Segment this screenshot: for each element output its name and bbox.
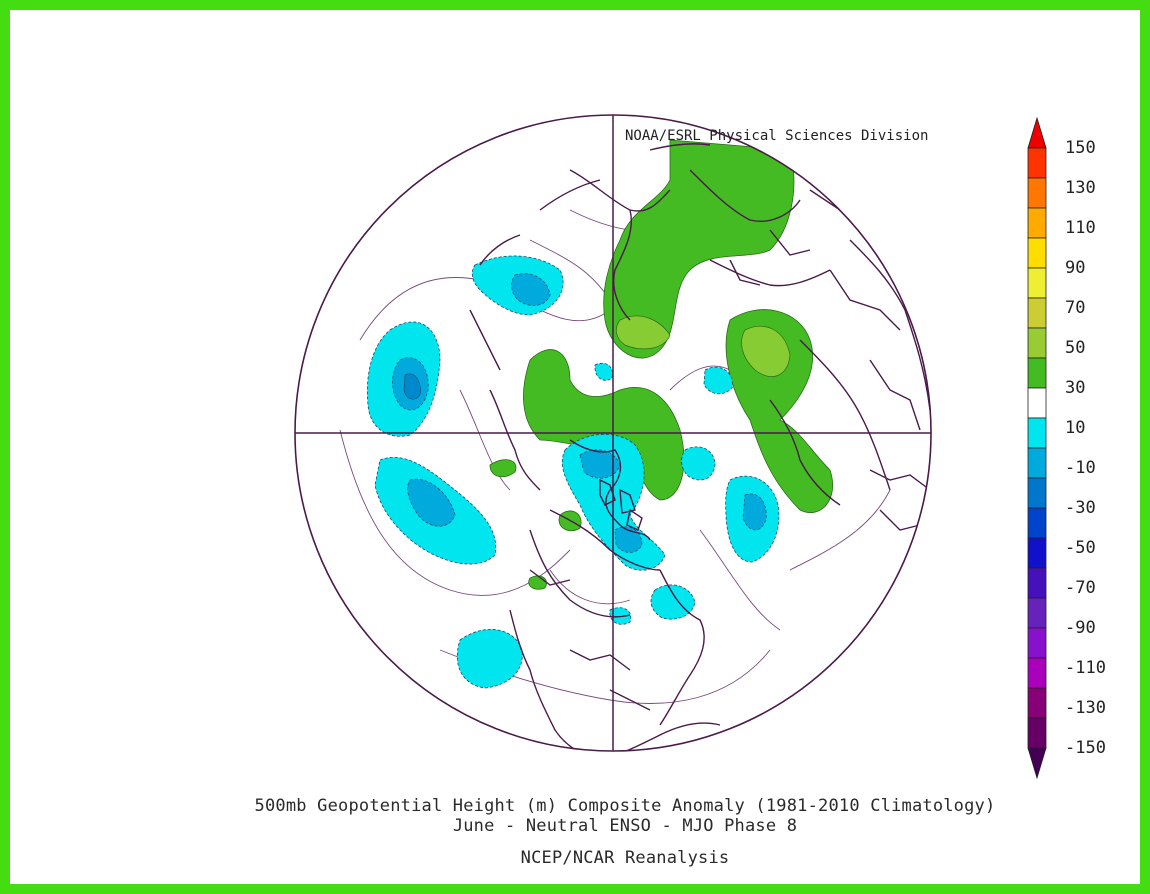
colorbar-segment xyxy=(1027,207,1047,239)
colorbar-tick-label: -90 xyxy=(1065,618,1096,638)
colorbar-segment xyxy=(1027,357,1047,389)
negative-anomaly-core xyxy=(403,373,421,400)
colorbar-tick-label: 90 xyxy=(1065,258,1086,278)
colorbar-segment xyxy=(1027,297,1047,329)
colorbar-tick-label: -130 xyxy=(1065,698,1106,718)
colorbar-segment xyxy=(1027,447,1047,479)
colorbar-segment xyxy=(1027,537,1047,569)
colorbar-tick-label: -30 xyxy=(1065,498,1096,518)
anomaly-arctic-center xyxy=(523,349,685,501)
colorbar-tick-label: -50 xyxy=(1065,538,1096,558)
colorbar-tick-label: -10 xyxy=(1065,458,1096,478)
caption-subtitle: June - Neutral ENSO - MJO Phase 8 xyxy=(452,816,798,836)
colorbar-segment xyxy=(1027,237,1047,269)
anomaly-small-6 xyxy=(594,362,613,381)
hemisphere-outline xyxy=(294,114,932,752)
colorbar-arrow-top xyxy=(1027,116,1047,149)
anomaly-small-1 xyxy=(489,459,517,478)
positive-anomaly-regions xyxy=(489,139,834,590)
anomaly-small-east xyxy=(681,446,716,481)
colorbar-segment xyxy=(1027,507,1047,539)
colorbar-segment xyxy=(1027,147,1047,179)
anomaly-small-3 xyxy=(528,575,547,590)
colorbar-segment xyxy=(1027,267,1047,299)
anomaly-atlantic xyxy=(650,584,696,620)
caption-source: NCEP/NCAR Reanalysis xyxy=(520,848,730,868)
caption-title: 500mb Geopotential Height (m) Composite … xyxy=(254,796,996,816)
colorbar-tick-label: 130 xyxy=(1065,178,1096,198)
anomaly-pacific-tropical xyxy=(456,629,523,689)
coastlines xyxy=(469,143,931,751)
colorbar-arrow-bottom xyxy=(1027,747,1047,780)
colorbar-segment xyxy=(1027,387,1047,419)
colorbar-segment xyxy=(1027,627,1047,659)
colorbar xyxy=(1027,116,1047,780)
positive-anomaly-inner xyxy=(615,315,791,377)
colorbar-tick-label: 50 xyxy=(1065,338,1086,358)
colorbar-tick-label: 70 xyxy=(1065,298,1086,318)
colorbar-segment xyxy=(1027,417,1047,449)
polar-map xyxy=(294,114,1047,780)
colorbar-tick-label: -110 xyxy=(1065,658,1106,678)
colorbar-segment xyxy=(1027,477,1047,509)
colorbar-segment xyxy=(1027,177,1047,209)
colorbar-segment xyxy=(1027,567,1047,599)
colorbar-tick-label: 110 xyxy=(1065,218,1096,238)
colorbar-tick-label: -150 xyxy=(1065,738,1106,758)
colorbar-segment xyxy=(1027,597,1047,629)
anomaly-small-5 xyxy=(703,366,733,395)
colorbar-segment xyxy=(1027,717,1047,749)
colorbar-segment xyxy=(1027,657,1047,689)
colorbar-tick-label: 150 xyxy=(1065,138,1096,158)
colorbar-segment xyxy=(1027,687,1047,719)
colorbar-tick-label: 10 xyxy=(1065,418,1086,438)
anomaly-europe-arctic xyxy=(603,139,795,359)
colorbar-tick-label: 30 xyxy=(1065,378,1086,398)
colorbar-tick-label: -70 xyxy=(1065,578,1096,598)
figure-frame: NOAA/ESRL Physical Sciences Division 150… xyxy=(10,10,1140,884)
credit-label: NOAA/ESRL Physical Sciences Division xyxy=(625,128,929,144)
colorbar-segment xyxy=(1027,327,1047,359)
